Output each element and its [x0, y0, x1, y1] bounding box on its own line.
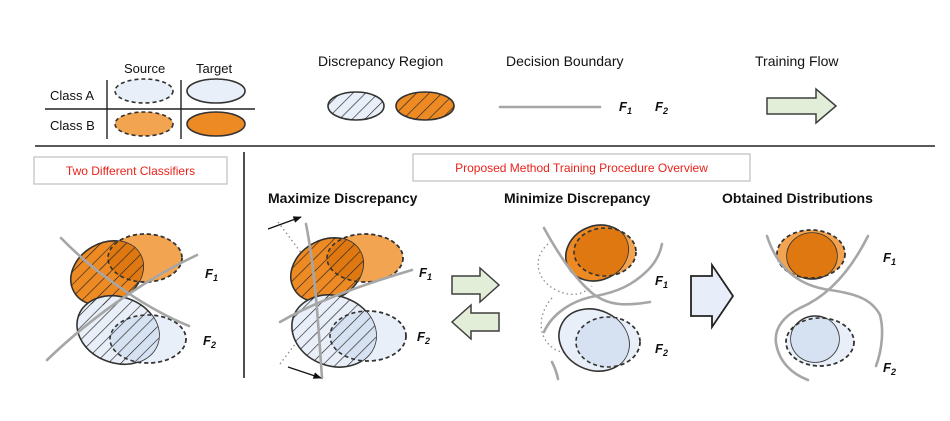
- minimize-discrepancy-title: Minimize Discrepancy: [504, 190, 650, 206]
- class-a-overlap: [576, 317, 640, 367]
- f2-label: F2: [417, 329, 430, 346]
- legend-source-class-a-swatch: [114, 78, 174, 104]
- decision-boundary-f1: [59, 236, 191, 328]
- legend-training-flow-label: Training Flow: [755, 53, 839, 69]
- legend-source-class-b-swatch: [114, 111, 174, 137]
- maximize-discrepancy-title: Maximize Discrepancy: [268, 190, 418, 206]
- decision-boundary-f1: [542, 226, 652, 306]
- f1-label: F1: [655, 273, 668, 290]
- hatch-pattern-swatch: [396, 92, 454, 120]
- decision-boundary-f1: [765, 234, 884, 368]
- panel-maximize-discrepancy: Maximize Discrepancy F1 F2: [267, 190, 432, 380]
- procedure-title-box: [412, 153, 751, 182]
- procedure-title: Proposed Method Training Procedure Overv…: [455, 161, 708, 175]
- legend-f1-label: F1: [619, 99, 632, 116]
- legend-f2-label: F2: [655, 99, 668, 116]
- legend-target-class-a-swatch: [186, 78, 246, 104]
- decision-boundary-f2: [45, 253, 199, 362]
- left-arrow-icon: [450, 303, 500, 341]
- class-b-overlap: [787, 233, 837, 278]
- f1-label: F1: [205, 266, 218, 283]
- line-arrow-icon: [267, 216, 302, 230]
- legend-target-class-b-swatch: [186, 111, 246, 137]
- legend-target-label: Target: [196, 61, 233, 76]
- f1-label: F1: [419, 265, 432, 282]
- decision-boundary-f2: [278, 268, 414, 324]
- hatch-pattern-swatch: [328, 92, 384, 120]
- legend-source-label: Source: [124, 61, 165, 76]
- source-class-b-outline: [776, 229, 846, 279]
- f2-label: F2: [203, 333, 216, 350]
- legend-class-a-label: Class A: [50, 88, 94, 103]
- source-class-b-outline: [107, 233, 183, 283]
- f1-label: F1: [883, 250, 896, 267]
- panel-minimize-discrepancy: Minimize Discrepancy F1 F2: [504, 190, 668, 381]
- panel-obtained-distributions: Obtained Distributions F1 F2: [722, 190, 896, 382]
- legend-decision-boundary-label: Decision Boundary: [506, 53, 624, 69]
- source-class-a-outline: [575, 316, 641, 368]
- hollow-right-arrow-icon: [690, 262, 735, 330]
- legend-discrepancy-region-label: Discrepancy Region: [318, 53, 443, 69]
- f2-label: F2: [655, 341, 668, 358]
- panel-two-classifiers: Two Different Classifiers F1 F2: [33, 156, 228, 376]
- source-class-b-outline: [573, 227, 637, 277]
- right-arrow-icon: [451, 266, 501, 304]
- decision-boundary-f2: [542, 242, 664, 334]
- obtained-distributions-title: Obtained Distributions: [722, 190, 873, 206]
- right-arrow-icon: [766, 87, 838, 125]
- f2-label: F2: [883, 360, 896, 377]
- class-b-overlap: [574, 228, 636, 276]
- line-arrow-icon: [287, 366, 322, 379]
- two-classifiers-title: Two Different Classifiers: [66, 164, 195, 178]
- legend-class-b-label: Class B: [50, 118, 95, 133]
- panel-title-box: [33, 156, 228, 185]
- decision-boundary-f2: [774, 234, 870, 382]
- decision-boundary-f1: [304, 222, 324, 380]
- previous-boundary-dotted: [277, 221, 313, 268]
- decision-boundary-f1: [550, 360, 560, 381]
- source-class-a-outline: [785, 317, 855, 367]
- legend: Source Target Class A Class B Discrepanc…: [45, 53, 839, 139]
